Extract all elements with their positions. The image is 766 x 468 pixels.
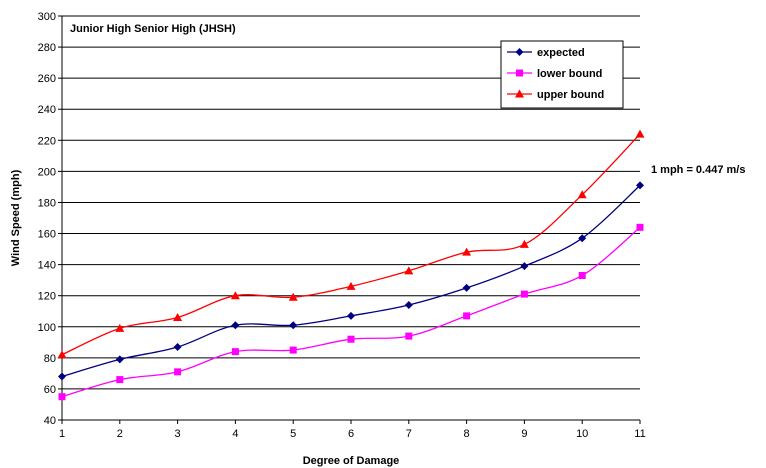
y-tick-label-60: 60 (44, 384, 56, 396)
y-tick-label-200: 200 (38, 166, 56, 178)
y-tick-label-80: 80 (44, 353, 56, 365)
annotation-text: 1 mph = 0.447 m/s (651, 164, 745, 176)
point-upper-bound-5 (288, 292, 298, 301)
x-tick-label-10: 10 (576, 428, 588, 440)
y-tick-label-240: 240 (38, 104, 56, 116)
series-group (57, 129, 645, 401)
point-lower-bound-3 (174, 368, 182, 376)
x-tick-label-11: 11 (634, 428, 645, 440)
y-tick-label-140: 140 (38, 260, 56, 272)
y-tick-label-220: 220 (38, 135, 56, 147)
point-lower-bound-5 (289, 346, 297, 354)
x-tick-label-1: 1 (59, 428, 65, 440)
y-tick-label-180: 180 (38, 197, 56, 209)
point-upper-bound-11 (635, 129, 645, 138)
point-lower-bound-2 (116, 376, 124, 384)
point-expected-6 (347, 311, 355, 320)
point-lower-bound-4 (231, 348, 239, 356)
point-upper-bound-3 (173, 312, 183, 321)
legend-marker-upper-bound (515, 89, 524, 98)
legend-marker-expected (515, 48, 524, 56)
x-tick-label-3: 3 (175, 428, 181, 440)
point-lower-bound-6 (347, 335, 355, 343)
x-tick-label-4: 4 (232, 428, 238, 440)
point-upper-bound-6 (346, 281, 356, 290)
legend-label-upper-bound: upper bound (537, 89, 604, 101)
point-upper-bound-4 (230, 291, 240, 300)
point-lower-bound-1 (58, 393, 66, 401)
chart-title: Junior High Senior High (JHSH) (70, 23, 236, 35)
x-tick-label-7: 7 (406, 428, 412, 440)
y-tick-label-300: 300 (38, 11, 56, 23)
point-upper-bound-10 (577, 190, 587, 199)
y-tick-label-100: 100 (38, 322, 56, 334)
y-tick-label-160: 160 (38, 229, 56, 241)
point-expected-3 (173, 342, 182, 351)
point-upper-bound-2 (115, 323, 125, 332)
point-upper-bound-1 (57, 350, 67, 359)
point-expected-7 (404, 301, 413, 310)
point-expected-4 (231, 321, 240, 330)
point-lower-bound-7 (405, 332, 413, 340)
x-axis-label: Degree of Damage (303, 455, 400, 467)
y-tick-label-280: 280 (38, 42, 56, 54)
legend-label-lower-bound: lower bound (537, 68, 602, 80)
point-lower-bound-9 (520, 290, 528, 298)
point-upper-bound-7 (404, 266, 414, 275)
point-expected-1 (58, 372, 66, 381)
point-upper-bound-9 (519, 239, 529, 248)
point-lower-bound-8 (463, 312, 471, 320)
point-lower-bound-10 (578, 271, 586, 279)
y-tick-label-260: 260 (38, 73, 56, 85)
point-expected-2 (115, 355, 124, 364)
legend-marker-lower-bound (516, 69, 523, 77)
point-lower-bound-11 (636, 223, 644, 231)
point-upper-bound-8 (462, 247, 472, 256)
x-tick-label-5: 5 (290, 428, 296, 440)
x-tick-labels: 1 2 3 4 5 6 7 8 9 10 11 (59, 428, 646, 440)
point-expected-9 (520, 262, 529, 271)
point-expected-8 (462, 283, 471, 292)
y-tick-labels: 40 60 80 100 120 140 160 180 200 220 240 260 280 300 (38, 11, 56, 427)
legend: expected lower bound upper bound (500, 40, 624, 109)
legend-label-expected: expected (537, 47, 585, 59)
point-expected-11 (636, 181, 644, 190)
y-tick-label-40: 40 (44, 415, 56, 427)
y-tick-label-120: 120 (38, 291, 56, 303)
point-expected-10 (578, 234, 587, 243)
x-tick-label-6: 6 (348, 428, 354, 440)
y-axis-label: Wind Speed (mph) (10, 169, 22, 266)
x-tick-label-2: 2 (117, 428, 123, 440)
series-line-upper-bound (61, 133, 641, 356)
point-expected-5 (289, 321, 298, 330)
x-tick-label-9: 9 (521, 428, 527, 440)
x-tick-label-8: 8 (464, 428, 470, 440)
